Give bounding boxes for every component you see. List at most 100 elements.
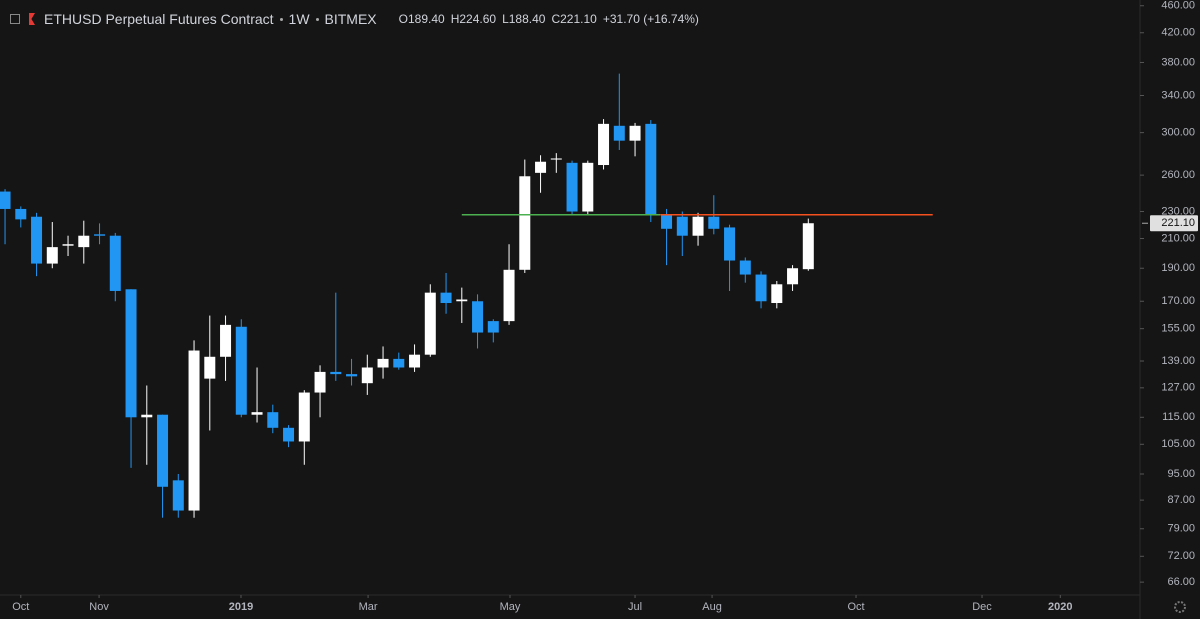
candle-body <box>724 227 736 261</box>
candle-body <box>62 244 74 246</box>
candle-body <box>141 414 153 418</box>
separator <box>315 17 319 21</box>
candle-body <box>125 289 137 418</box>
candle-body <box>235 326 247 415</box>
y-tick-label: 380.00 <box>1161 56 1195 68</box>
exchange: BITMEX <box>324 11 377 27</box>
candle-body <box>629 125 641 141</box>
candle-body <box>109 235 121 291</box>
interval: 1W <box>288 11 310 27</box>
candle-body <box>172 480 184 511</box>
collapse-icon[interactable] <box>10 14 20 24</box>
candle-body <box>566 162 578 212</box>
candle-body <box>582 162 594 212</box>
candle-body <box>598 123 610 166</box>
candle-body <box>346 374 358 377</box>
candle-body <box>802 223 814 270</box>
candle-body <box>314 371 326 393</box>
y-tick-label: 87.00 <box>1167 494 1195 506</box>
x-tick-label: Dec <box>972 601 992 613</box>
candle-body <box>220 324 232 357</box>
legend-header: ETHUSD Perpetual Futures Contract 1W BIT… <box>10 9 699 29</box>
open-label: O189.40 <box>398 12 445 26</box>
y-tick-label: 127.00 <box>1161 382 1195 394</box>
y-tick-label: 230.00 <box>1161 205 1195 217</box>
candle-body <box>94 234 106 236</box>
candle-body <box>708 216 720 229</box>
candle-body <box>739 260 751 275</box>
low-label: L188.40 <box>502 12 546 26</box>
candle-body <box>456 299 468 302</box>
candle-body <box>692 216 704 236</box>
y-tick-label: 72.00 <box>1167 550 1195 562</box>
x-tick-label: Oct <box>847 601 864 613</box>
candle-body <box>330 371 342 375</box>
candle-body <box>204 356 216 379</box>
y-tick-label: 115.00 <box>1162 411 1195 423</box>
candle-body <box>550 158 562 160</box>
y-tick-label: 66.00 <box>1167 576 1195 588</box>
candle-body <box>393 358 405 368</box>
y-tick-label: 105.00 <box>1161 438 1195 450</box>
candle-body <box>771 284 783 304</box>
x-tick-label: Oct <box>12 601 29 613</box>
candle-body <box>424 292 436 355</box>
candle-body <box>487 321 499 333</box>
candle-body <box>503 269 515 322</box>
settings-icon[interactable] <box>1174 601 1186 613</box>
candle-body <box>519 176 531 270</box>
last-price-tag <box>1150 215 1198 232</box>
y-tick-label: 79.00 <box>1167 523 1195 535</box>
x-tick-label: Nov <box>89 601 109 613</box>
high-label: H224.60 <box>450 12 497 26</box>
y-tick-label: 210.00 <box>1161 232 1195 244</box>
symbol: ETHUSD Perpetual Futures Contract <box>44 11 274 27</box>
candle-body <box>15 208 27 220</box>
candle-body <box>283 427 295 442</box>
y-tick-label: 155.00 <box>1161 323 1195 335</box>
candle-body <box>298 392 310 442</box>
y-tick-label: 95.00 <box>1167 468 1195 480</box>
x-tick-label: Mar <box>359 601 378 613</box>
candle-body <box>157 414 169 487</box>
x-tick-label: Aug <box>702 601 722 613</box>
y-tick-label: 300.00 <box>1161 127 1195 139</box>
candle-body <box>251 412 263 415</box>
x-tick-label: May <box>500 601 521 613</box>
candle-body <box>645 123 657 215</box>
candle-body <box>377 358 389 368</box>
candle-body <box>755 274 767 302</box>
candle-body <box>409 354 421 368</box>
candle-body <box>188 350 200 511</box>
candle-body <box>78 235 90 248</box>
x-tick-label: 2019 <box>229 601 253 613</box>
separator <box>279 17 283 21</box>
candle-body <box>613 125 625 141</box>
last-price-label: 221.10 <box>1161 217 1195 229</box>
y-tick-label: 340.00 <box>1161 89 1195 101</box>
candle-body <box>31 216 43 264</box>
change-label: +31.70 (+16.74%) <box>602 12 699 26</box>
candle-body <box>46 247 58 264</box>
candle-body <box>661 214 673 229</box>
candle-body <box>440 292 452 304</box>
y-tick-label: 420.00 <box>1161 27 1195 39</box>
y-tick-label: 260.00 <box>1161 169 1195 181</box>
y-tick-label: 460.00 <box>1161 0 1195 12</box>
x-tick-label: 2020 <box>1048 601 1072 613</box>
candle-body <box>472 301 484 333</box>
y-tick-label: 190.00 <box>1161 262 1195 274</box>
candle-body <box>535 161 547 173</box>
flag-icon[interactable] <box>29 13 35 25</box>
candle-body <box>676 216 688 236</box>
candle-body <box>0 191 11 209</box>
candle-body <box>267 412 279 428</box>
y-tick-label: 139.00 <box>1161 355 1195 367</box>
y-tick-label: 170.00 <box>1161 295 1195 307</box>
candle-body <box>361 367 373 384</box>
candle-body <box>787 268 799 285</box>
close-label: C221.10 <box>551 12 597 26</box>
